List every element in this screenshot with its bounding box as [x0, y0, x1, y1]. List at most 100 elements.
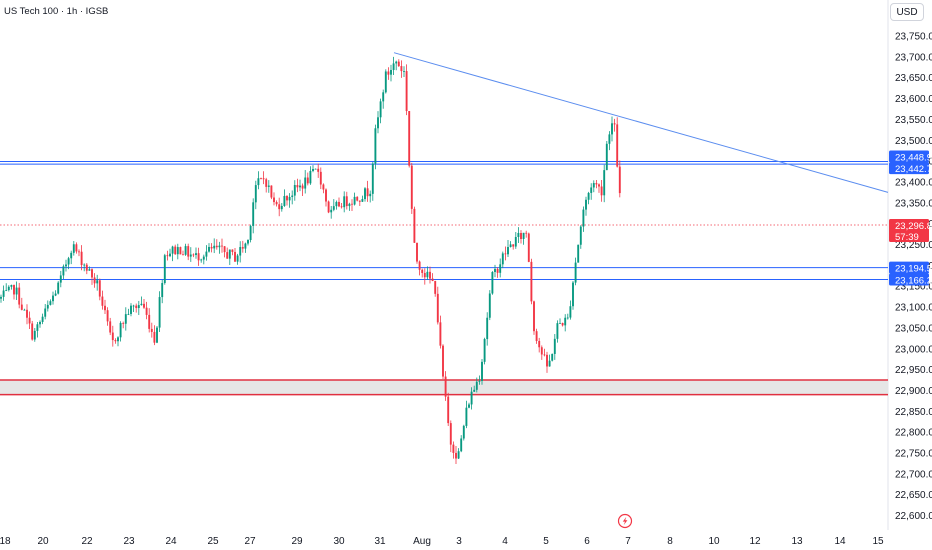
x-tick-label: 18	[0, 536, 11, 547]
candle-body	[561, 323, 564, 326]
candle-body	[2, 290, 5, 297]
candle-body	[423, 272, 426, 278]
candle-body	[288, 196, 291, 201]
candle-body	[444, 376, 447, 397]
candle-body	[582, 209, 585, 227]
candle-body	[140, 303, 143, 306]
x-tick-label: 10	[708, 536, 720, 547]
candle-body	[91, 269, 93, 278]
x-tick-label: 13	[791, 536, 803, 547]
x-tick-label: 6	[584, 536, 590, 547]
candle-body	[174, 246, 177, 255]
y-tick-label: 22,700.0	[895, 469, 932, 480]
candle-body	[205, 251, 208, 257]
candle-body	[265, 179, 268, 187]
y-tick-label: 22,950.0	[895, 365, 932, 376]
candle-body	[540, 347, 543, 355]
candle-body	[252, 202, 255, 226]
candle-body	[153, 331, 156, 343]
candle-body	[49, 301, 52, 305]
candle-body	[470, 391, 473, 405]
candle-body	[377, 117, 379, 129]
candle-body	[374, 128, 377, 164]
candle-body	[413, 208, 416, 243]
currency-button[interactable]: USD	[890, 3, 924, 21]
candle-body	[257, 178, 260, 186]
candle-body	[442, 345, 444, 377]
x-tick-label: 25	[207, 536, 219, 547]
candle-body	[156, 327, 158, 343]
candle-body	[80, 251, 83, 266]
candle-body	[270, 185, 273, 198]
candle-body	[304, 177, 307, 189]
candle-body	[273, 197, 275, 203]
candle-body	[28, 317, 31, 324]
candle-body	[429, 271, 431, 279]
zone-fill	[0, 380, 888, 395]
candle-body	[462, 425, 465, 439]
candle-body	[249, 225, 252, 241]
candle-body	[574, 262, 577, 283]
candle-body	[613, 123, 616, 125]
candle-body	[161, 283, 164, 298]
label-level-23442-7-text: 23,442.7	[895, 164, 932, 175]
candle-body	[395, 61, 398, 64]
candle-body	[322, 184, 325, 190]
candle-body	[20, 304, 23, 310]
time-axis[interactable]: 18 20 22 23 24 25 27 29 30 31 Aug 3 4 5 6 7 8 10 12 13 14 15	[0, 536, 884, 547]
candle-body	[293, 185, 296, 196]
x-tick-label: Aug	[413, 536, 431, 547]
candle-body	[75, 244, 78, 252]
candle-body	[96, 280, 99, 284]
label-level-23194-5-text: 23,194.5	[895, 264, 932, 275]
price-labels: 23,448.923,442.723,296.857:3923,194.523,…	[889, 150, 932, 286]
candle-body	[421, 269, 424, 273]
candle-body	[496, 268, 499, 273]
candle-body	[54, 293, 57, 296]
candle-body	[371, 163, 374, 194]
candle-body	[111, 332, 114, 341]
candle-body	[600, 186, 603, 196]
candle-body	[520, 232, 522, 240]
y-tick-label: 23,250.0	[895, 240, 932, 251]
candle-body	[483, 339, 486, 362]
x-tick-label: 22	[81, 536, 93, 547]
candle-body	[317, 168, 320, 172]
candle-body	[283, 195, 286, 206]
candle-body	[218, 245, 221, 248]
lightning-icon[interactable]	[617, 513, 633, 529]
y-tick-label: 23,600.0	[895, 94, 932, 105]
candle-body	[148, 314, 151, 329]
trendline[interactable]	[393, 52, 889, 193]
candle-body	[390, 69, 392, 75]
candle-body	[556, 323, 559, 339]
candle-body	[384, 71, 387, 93]
x-tick-label: 27	[244, 536, 256, 547]
candle-body	[543, 354, 546, 356]
candle-body	[221, 245, 223, 247]
label-current-price	[889, 218, 929, 242]
trendline-layer	[393, 52, 889, 193]
candle-body	[67, 258, 70, 265]
y-tick-label: 23,150.0	[895, 282, 932, 293]
y-tick-label: 22,650.0	[895, 490, 932, 501]
x-tick-label: 24	[165, 536, 177, 547]
candle-body	[356, 196, 359, 201]
candle-body	[301, 185, 304, 189]
candle-body	[551, 353, 554, 361]
candle-body	[340, 206, 343, 208]
candle-body	[210, 246, 213, 249]
candle-body	[530, 261, 533, 302]
y-tick-label: 23,400.0	[895, 177, 932, 188]
candle-body	[579, 226, 582, 245]
candle-body	[132, 305, 135, 307]
candle-body	[566, 317, 569, 319]
candle-body	[239, 247, 242, 256]
candle-body	[507, 247, 509, 255]
y-tick-label: 22,900.0	[895, 386, 932, 397]
candle-body	[124, 314, 127, 324]
candle-body	[330, 209, 333, 213]
candle-body	[447, 396, 450, 424]
candle-body	[533, 301, 535, 332]
